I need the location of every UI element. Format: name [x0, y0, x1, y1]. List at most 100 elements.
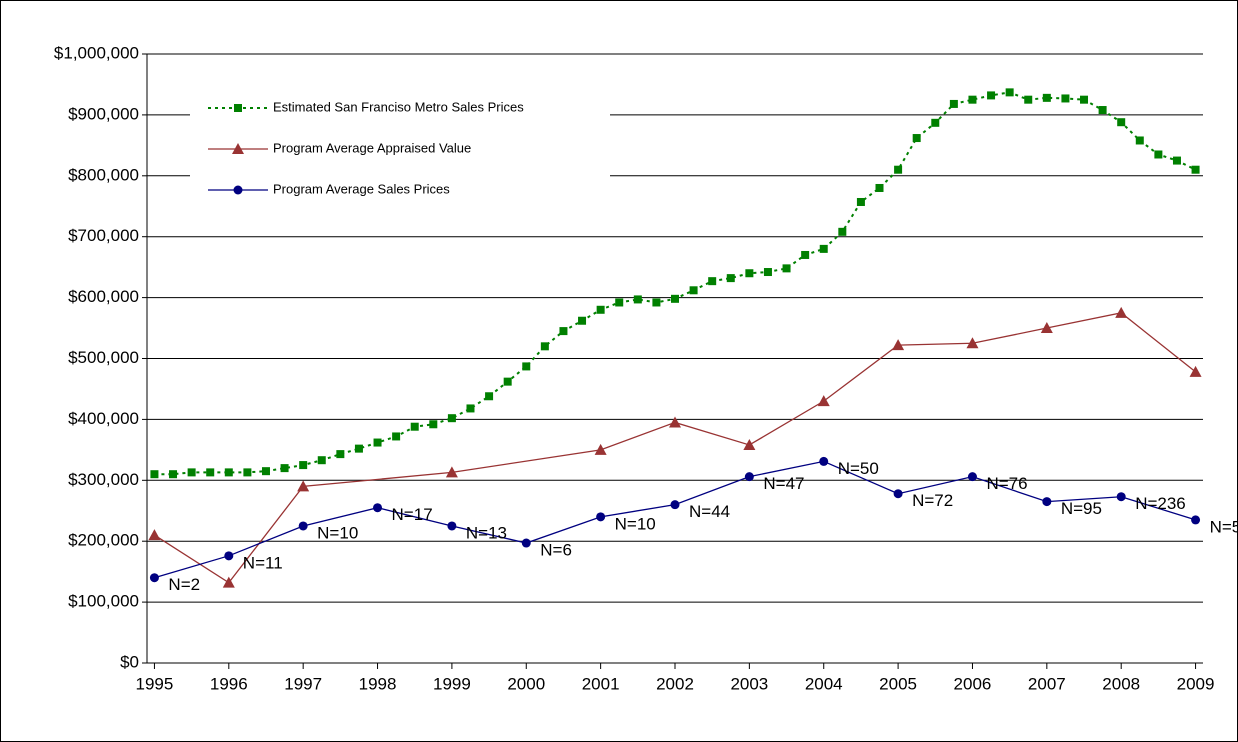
data-point	[466, 404, 475, 413]
data-point	[726, 274, 735, 283]
legend-label: Program Average Appraised Value	[273, 140, 471, 155]
data-point	[949, 99, 958, 108]
x-tick-label: 2007	[1028, 674, 1066, 693]
plot: Estimated San Franciso Metro Sales Price…	[148, 88, 1238, 594]
data-point	[206, 468, 215, 477]
data-point	[222, 576, 235, 588]
data-point	[596, 305, 605, 314]
data-point	[1191, 165, 1200, 174]
x-tick-label: 2004	[805, 674, 843, 693]
data-point	[1115, 306, 1128, 318]
x-tick-label: 1999	[433, 674, 471, 693]
data-point	[652, 298, 661, 307]
data-point	[615, 298, 624, 307]
data-point	[187, 468, 196, 477]
data-point	[987, 91, 996, 100]
point-label: N=6	[540, 541, 572, 560]
point-label: N=50	[838, 459, 879, 478]
point-label: N=11	[243, 553, 283, 572]
data-point	[1135, 136, 1144, 145]
data-point	[819, 244, 828, 253]
y-tick-label: $1,000,000	[54, 43, 139, 62]
data-point	[522, 362, 531, 371]
data-point	[875, 183, 884, 192]
data-point	[596, 512, 606, 522]
data-point	[689, 286, 698, 295]
legend-background	[190, 88, 610, 216]
data-point	[966, 337, 979, 349]
data-point	[838, 227, 847, 236]
data-point	[670, 500, 680, 510]
data-point	[447, 414, 456, 423]
data-point	[743, 438, 756, 450]
data-point	[594, 443, 607, 455]
data-point	[744, 472, 754, 482]
data-point	[1116, 492, 1126, 502]
y-tick-label: $200,000	[68, 531, 139, 550]
data-point	[224, 468, 233, 477]
data-point	[169, 470, 178, 479]
data-point	[317, 456, 326, 465]
data-point	[280, 464, 289, 473]
y-tick-label: $800,000	[68, 165, 139, 184]
data-point	[819, 456, 829, 466]
point-label: N=2	[168, 575, 200, 594]
legend-marker	[232, 143, 244, 154]
data-point	[149, 573, 159, 583]
data-point	[894, 165, 903, 174]
data-point	[669, 416, 681, 428]
data-point	[1191, 515, 1201, 525]
point-label: N=10	[317, 523, 358, 542]
data-point	[1098, 106, 1107, 115]
point-label: N=10	[615, 514, 656, 533]
point-label: N=95	[1061, 499, 1102, 518]
y-tick-label: $400,000	[68, 409, 139, 428]
data-point	[445, 466, 458, 478]
data-point	[801, 250, 810, 259]
data-point	[373, 503, 383, 513]
y-tick-label: $900,000	[68, 104, 139, 123]
data-point	[559, 327, 568, 336]
data-point	[1080, 95, 1089, 104]
data-point	[912, 134, 921, 143]
x-tick-label: 2006	[954, 674, 992, 693]
x-tick-label: 1998	[359, 674, 397, 693]
data-point	[671, 294, 679, 303]
y-tick-label: $0	[120, 652, 139, 671]
point-label: N=17	[392, 505, 433, 524]
data-point	[243, 468, 252, 477]
data-point	[297, 480, 310, 492]
data-point	[503, 377, 512, 386]
legend-marker	[233, 185, 243, 195]
data-point	[429, 420, 438, 429]
x-tick-label: 2008	[1102, 674, 1140, 693]
data-point	[540, 342, 549, 351]
data-point	[817, 395, 830, 407]
data-point	[633, 295, 642, 304]
point-label: N=236	[1135, 494, 1186, 513]
data-point	[298, 521, 308, 531]
data-point	[1042, 497, 1052, 507]
data-point	[392, 432, 401, 441]
data-point	[150, 470, 159, 479]
x-tick-label: 2001	[582, 674, 620, 693]
data-point	[1189, 365, 1202, 377]
data-point	[1117, 118, 1126, 127]
point-label: N=76	[986, 474, 1027, 493]
y-tick-label: $100,000	[68, 592, 139, 611]
data-point	[224, 551, 234, 561]
x-tick-label: 1995	[136, 674, 174, 693]
point-label: N=72	[912, 491, 953, 510]
data-point	[261, 467, 270, 476]
data-point	[782, 264, 791, 273]
data-point	[410, 422, 419, 431]
data-point	[1042, 93, 1051, 102]
data-point	[336, 450, 345, 459]
data-point	[1154, 150, 1163, 159]
x-tick-label: 2005	[879, 674, 917, 693]
x-tick-label: 2002	[656, 674, 694, 693]
data-point	[892, 339, 905, 351]
legend-label: Estimated San Franciso Metro Sales Price…	[273, 99, 524, 114]
